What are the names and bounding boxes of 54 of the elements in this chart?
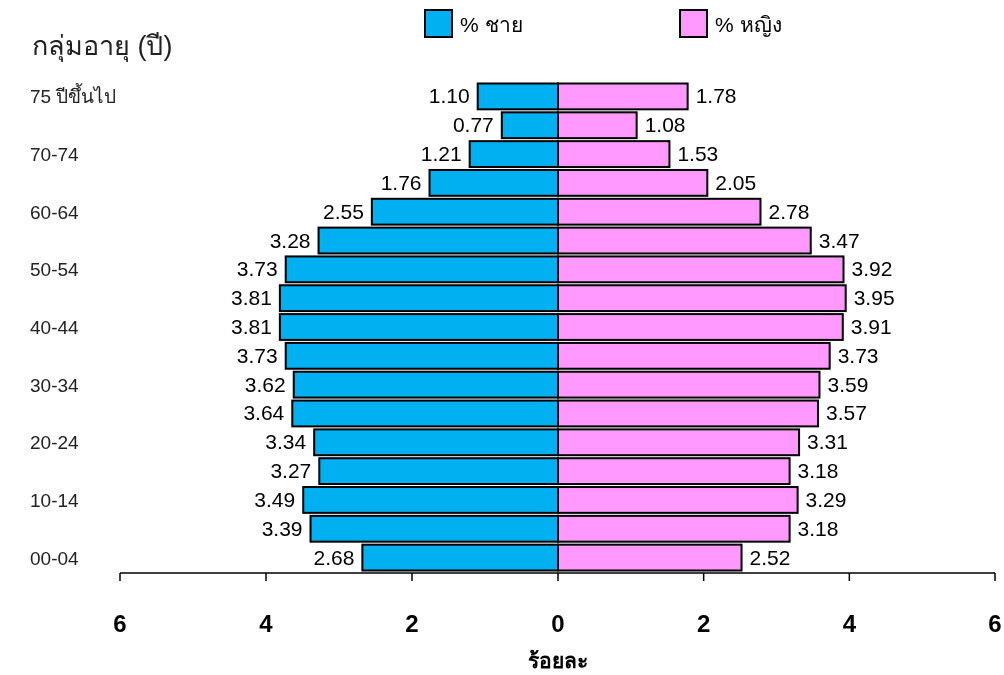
data-label: 1.53 <box>677 142 719 166</box>
x-tick-label: 6 <box>988 610 1002 637</box>
x-tick-label: 6 <box>113 610 127 637</box>
x-tick-label: 0 <box>551 610 565 637</box>
x-tick-label: 2 <box>405 610 419 637</box>
data-label: 3.62 <box>244 372 286 396</box>
data-label: 3.39 <box>261 516 303 540</box>
data-label: 3.91 <box>850 315 892 338</box>
data-label: 3.31 <box>807 430 848 454</box>
data-label: 2.52 <box>749 545 791 569</box>
data-label: 3.81 <box>230 315 272 338</box>
y-tick-label: 50-54 <box>30 259 80 281</box>
x-tick-label: 2 <box>696 610 711 637</box>
data-label: 3.59 <box>827 372 869 396</box>
data-label: 1.76 <box>380 170 422 194</box>
data-label: 3.18 <box>797 516 839 540</box>
y-tick-label: 20-24 <box>30 432 80 454</box>
y-tick-label: 30-34 <box>30 374 80 396</box>
legend-label: % หญิง <box>715 13 782 37</box>
data-label: 3.28 <box>269 228 311 252</box>
data-label: 3.49 <box>254 487 296 511</box>
data-label: 3.95 <box>853 286 895 310</box>
data-label: 3.34 <box>265 430 307 454</box>
y-tick-label: 00-04 <box>30 547 80 569</box>
data-label: 3.81 <box>230 286 272 310</box>
data-label: 1.10 <box>428 84 470 108</box>
data-label: 1.08 <box>644 113 686 137</box>
data-label: 1.21 <box>420 142 462 166</box>
data-label: 2.78 <box>768 199 810 223</box>
y-tick-label: 40-44 <box>30 317 80 338</box>
data-label: 3.57 <box>826 401 867 425</box>
y-tick-label: 70-74 <box>30 144 80 166</box>
y-tick-label: 60-64 <box>30 201 80 223</box>
data-label: 3.92 <box>851 257 893 281</box>
chart-title: กลุ่มอายุ (ปี) <box>32 31 173 63</box>
data-label: 3.64 <box>243 401 285 425</box>
data-label: 3.47 <box>818 228 860 252</box>
data-label: 3.73 <box>236 343 278 367</box>
data-label: 2.05 <box>715 170 757 194</box>
data-label: 3.27 <box>270 459 312 483</box>
y-tick-label: 10-14 <box>30 489 80 511</box>
data-label: 2.55 <box>322 199 364 223</box>
legend-label: % ชาย <box>460 13 523 36</box>
data-label: 2.68 <box>313 545 355 569</box>
x-tick-label: 4 <box>842 610 857 637</box>
x-axis-title: ร้อยละ <box>528 649 588 672</box>
data-label: 0.77 <box>452 113 494 137</box>
data-label: 1.78 <box>695 84 737 108</box>
y-tick-label: 75 ปีขึ้นไป <box>30 83 117 108</box>
data-label: 3.73 <box>236 257 278 281</box>
x-tick-label: 4 <box>259 610 274 637</box>
data-label: 3.73 <box>837 343 879 367</box>
data-label: 3.18 <box>797 459 839 483</box>
data-label: 3.29 <box>805 487 847 511</box>
